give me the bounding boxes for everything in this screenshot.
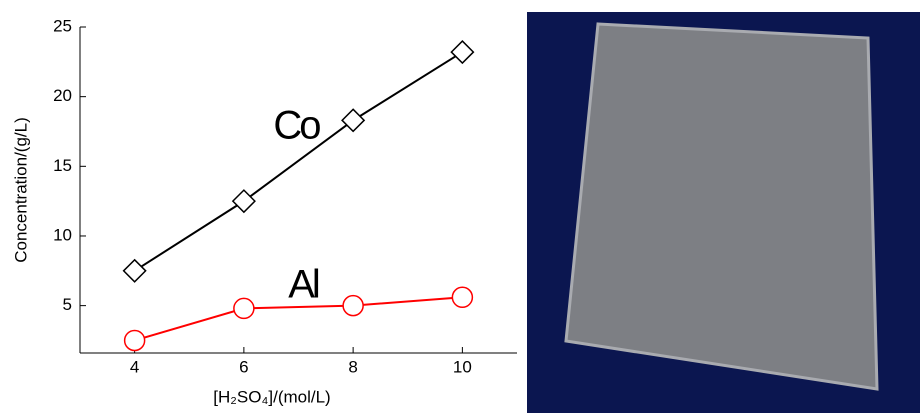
photo: [527, 12, 920, 413]
marker: [452, 287, 472, 307]
marker: [124, 260, 146, 282]
y-tick-label: 5: [63, 295, 72, 314]
marker: [233, 190, 255, 212]
x-tick-label: 10: [453, 357, 472, 376]
series-label: Co: [273, 104, 320, 148]
y-tick-label: 20: [53, 86, 72, 105]
y-axis-label: Concentration/(g/L): [11, 117, 30, 263]
x-tick-label: 8: [348, 357, 357, 376]
y-tick-label: 10: [53, 225, 72, 244]
marker: [234, 298, 254, 318]
marker: [343, 296, 363, 316]
x-tick-label: 6: [239, 357, 248, 376]
sample-plate: [566, 24, 877, 389]
figure: [H₂SO₄]/(mol/L) Concentration/(g/L) 5 10 1…: [0, 0, 920, 413]
marker: [125, 330, 145, 350]
series-line: [135, 52, 463, 271]
y-tick-label: 15: [53, 156, 72, 175]
x-axis-label: [H₂SO₄]/(mol/L): [213, 387, 330, 406]
x-tick-label: 4: [130, 357, 139, 376]
marker: [451, 41, 473, 63]
series-label: Al: [288, 263, 319, 307]
marker: [342, 109, 364, 131]
y-tick-label: 25: [53, 16, 72, 35]
